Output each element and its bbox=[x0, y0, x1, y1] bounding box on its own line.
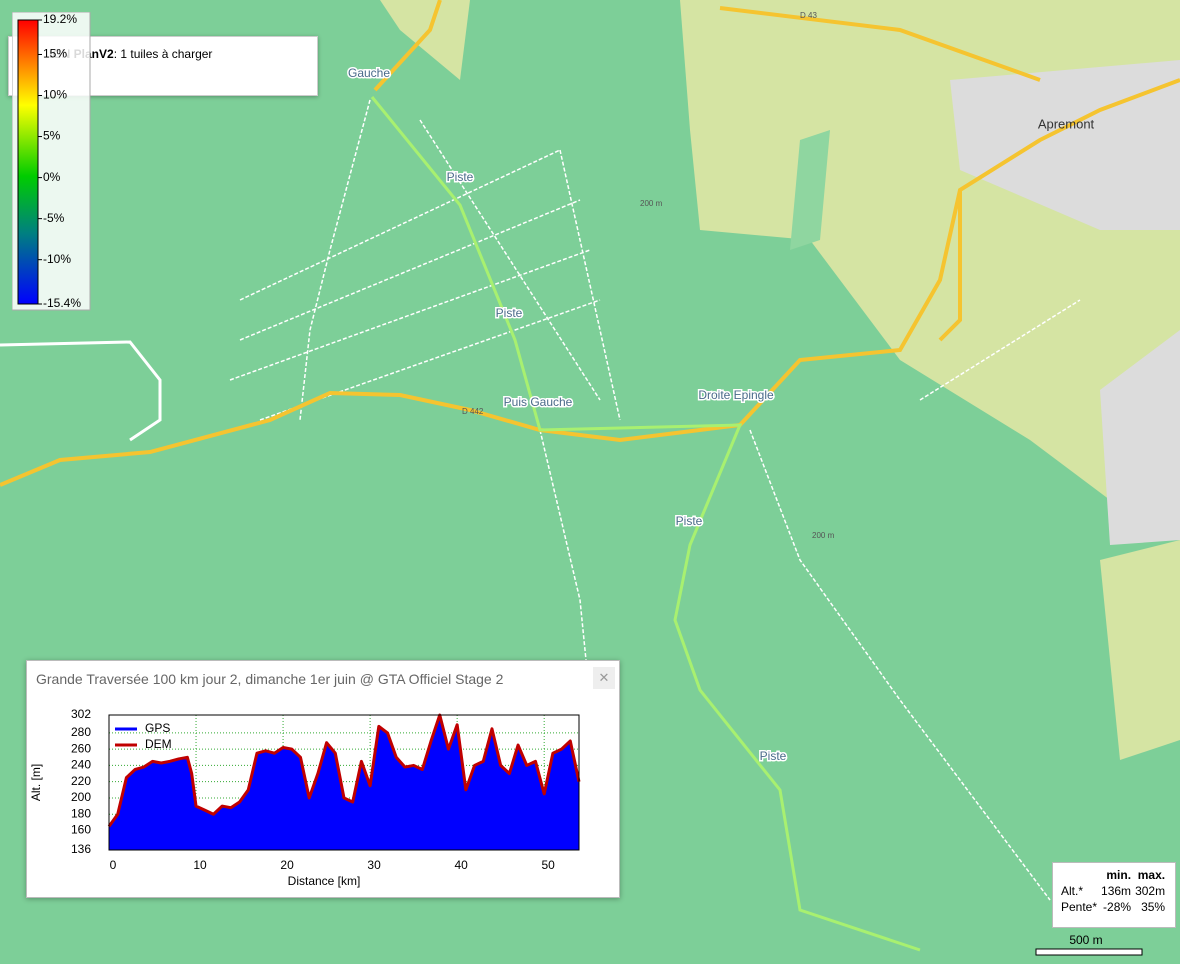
stats-cell: Alt.* bbox=[1061, 884, 1084, 898]
legend-tick-label: 15% bbox=[43, 47, 67, 61]
y-tick-label: 180 bbox=[71, 806, 91, 820]
y-tick-label: 160 bbox=[71, 823, 91, 837]
x-tick-label: 40 bbox=[454, 858, 468, 872]
elevation-area bbox=[109, 715, 579, 850]
area bbox=[1100, 330, 1180, 545]
legend-tick-label: -10% bbox=[43, 252, 71, 266]
x-tick-label: 50 bbox=[542, 858, 556, 872]
x-tick-label: 30 bbox=[367, 858, 381, 872]
fields bbox=[380, 0, 470, 80]
stats-cell: 302m bbox=[1135, 884, 1166, 898]
legend-tick-label: 5% bbox=[43, 129, 61, 143]
elevation-line bbox=[107, 713, 581, 828]
window-title: Grande Traversée 100 km jour 2, dimanche… bbox=[36, 671, 504, 687]
elevation-chart: 136 160 180 200 220 240 260 280 302 0 10 20 30 40 50 GP… bbox=[29, 707, 581, 888]
legend-tick-label: 0% bbox=[43, 170, 61, 184]
y-tick-label: 220 bbox=[71, 774, 91, 788]
y-tick-label: 260 bbox=[71, 741, 91, 755]
map-label: Piste bbox=[676, 514, 703, 528]
y-tick-label: 302 bbox=[71, 707, 91, 721]
legend-tick-label: 19.2% bbox=[43, 12, 77, 26]
fields bbox=[1100, 540, 1180, 760]
x-axis-label: Distance [km] bbox=[288, 874, 361, 888]
stats-cell: 35% bbox=[1141, 900, 1166, 914]
y-tick-label: 136 bbox=[71, 842, 91, 856]
y-tick-label: 280 bbox=[71, 725, 91, 739]
slope-legend: 19.2% 15% 10% 5% 0% -5% -10% -15.4% bbox=[12, 12, 91, 311]
track bbox=[370, 96, 921, 952]
stats-cell: Pente* bbox=[1061, 900, 1098, 914]
stats-header: min. bbox=[1106, 868, 1132, 882]
scale-bar bbox=[1035, 948, 1143, 956]
profile-window: Grande Traversée 100 km jour 2, dimanche… bbox=[26, 660, 620, 898]
plot-frame bbox=[108, 714, 580, 851]
map-label: Piste bbox=[760, 749, 787, 763]
stats-cell: 136m bbox=[1101, 884, 1132, 898]
legend-label: GPS bbox=[145, 721, 170, 735]
wood bbox=[790, 130, 830, 250]
y-tick-label: 240 bbox=[71, 758, 91, 772]
notice-msg: : 1 tuiles à charger bbox=[113, 47, 213, 61]
map-label: Droite Epingle bbox=[698, 388, 774, 402]
x-tick-label: 10 bbox=[193, 858, 207, 872]
map-label: Piste bbox=[447, 170, 474, 184]
road bbox=[0, 340, 162, 442]
x-tick-label: 20 bbox=[280, 858, 294, 872]
map-label: Piste bbox=[496, 306, 523, 320]
stats-cell: -28% bbox=[1103, 900, 1132, 914]
stats-table: min. max. Alt.* 136m 302m Pente* -28% 35% bbox=[1059, 867, 1167, 915]
y-tick-label: 200 bbox=[71, 790, 91, 804]
stats-header: max. bbox=[1137, 868, 1166, 882]
y-axis-label: Alt. [m] bbox=[29, 764, 43, 801]
x-tick-label: 0 bbox=[110, 858, 117, 872]
roads bbox=[0, 0, 1180, 487]
town-label: Apremont bbox=[1038, 116, 1095, 131]
stats-box: min. max. Alt.* 136m 302m Pente* -28% 35% bbox=[1052, 862, 1176, 928]
contour-label: 200 m bbox=[640, 199, 663, 208]
contour-label: 200 m bbox=[812, 531, 835, 540]
map-label: Puis Gauche bbox=[504, 395, 573, 409]
legend-tick-label: -15.4% bbox=[43, 296, 81, 310]
scale-label: 500 m bbox=[1069, 933, 1102, 947]
legend-tick-label: 10% bbox=[43, 88, 67, 102]
road-label: D 442 bbox=[462, 407, 484, 416]
close-button[interactable]: ✕ bbox=[593, 667, 615, 689]
legend-tick-label: -5% bbox=[43, 211, 65, 225]
colorbar bbox=[17, 19, 39, 305]
legend-label: DEM bbox=[145, 737, 172, 751]
map-label: Gauche bbox=[348, 66, 390, 80]
road-label: D 43 bbox=[800, 11, 817, 20]
